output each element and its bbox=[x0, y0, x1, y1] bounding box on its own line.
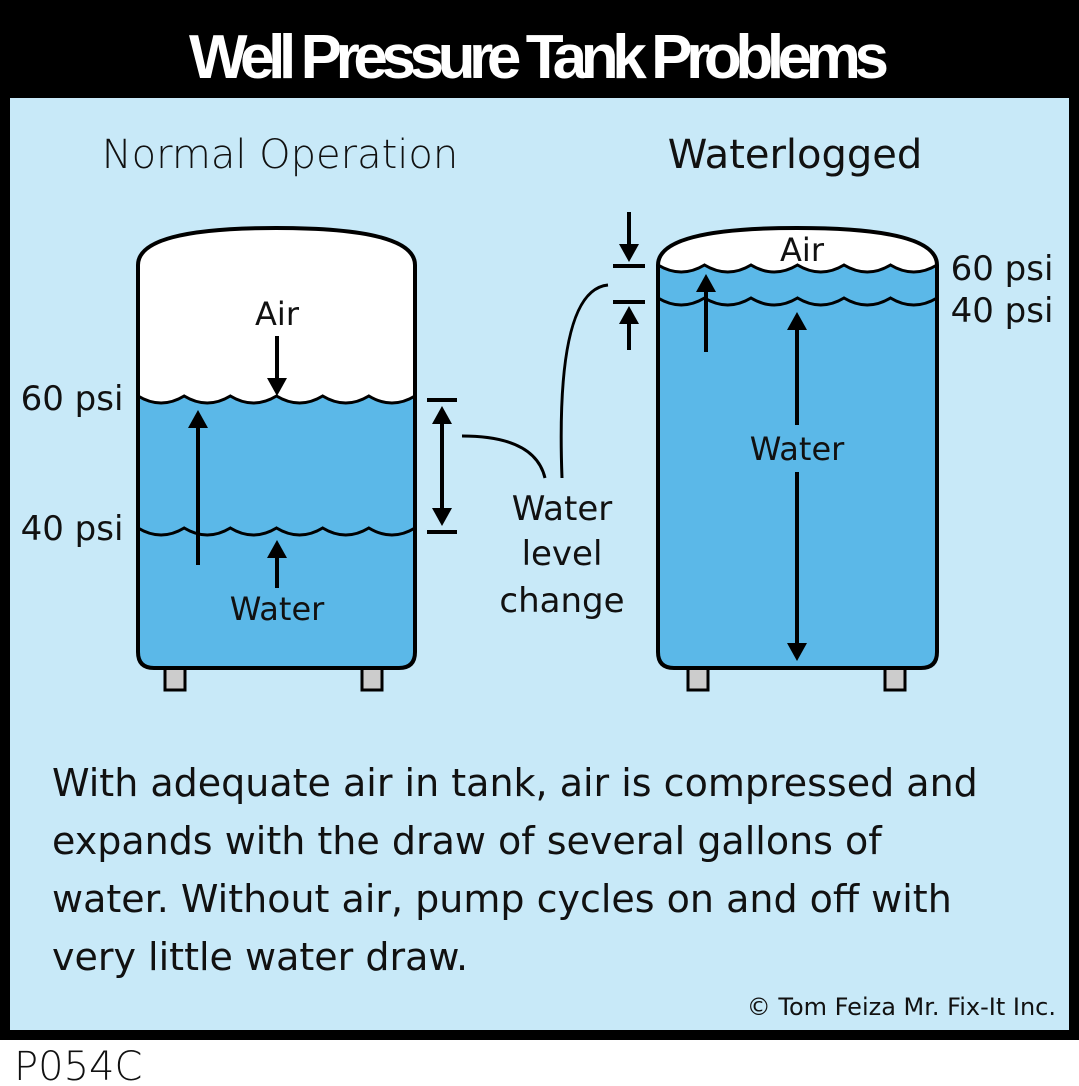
arrow-down-icon bbox=[267, 378, 287, 396]
water-level-high bbox=[137, 394, 416, 405]
tank-outline bbox=[136, 225, 417, 670]
title: Well Pressure Tank Problems bbox=[189, 23, 889, 92]
waterlogged-water-label: Water bbox=[750, 430, 845, 468]
caption-line: very little water draw. bbox=[52, 935, 468, 979]
water-level-high bbox=[657, 263, 938, 274]
arrow-up-icon bbox=[267, 540, 287, 558]
waterlogged-60psi: 60 psi bbox=[951, 249, 1054, 289]
arrow-up-icon bbox=[432, 406, 452, 424]
code-label: P054C bbox=[14, 1044, 142, 1086]
arrow-down-icon bbox=[787, 643, 807, 661]
waterlogged-heading: Waterlogged bbox=[668, 132, 923, 178]
caption-line: With adequate air in tank, air is compre… bbox=[52, 761, 978, 805]
water-level-low bbox=[137, 526, 416, 537]
normal-water-label: Water bbox=[230, 590, 325, 628]
waterlogged-air-label: Air bbox=[780, 231, 825, 269]
callout-line2: level bbox=[522, 534, 603, 574]
arrow-up-icon bbox=[619, 306, 639, 324]
leader-line bbox=[461, 434, 547, 479]
normal-60psi: 60 psi bbox=[21, 379, 124, 419]
waterlogged-40psi: 40 psi bbox=[951, 291, 1054, 331]
water-fill bbox=[138, 396, 415, 668]
arrow-down-icon bbox=[432, 508, 452, 526]
normal-40psi: 40 psi bbox=[21, 509, 124, 549]
caption-line: water. Without air, pump cycles on and o… bbox=[52, 877, 952, 921]
arrow-down-icon bbox=[619, 244, 639, 262]
copyright: © Tom Feiza Mr. Fix-It Inc. bbox=[747, 993, 1056, 1021]
water-fill bbox=[658, 265, 937, 668]
tank-outline bbox=[656, 225, 939, 670]
arrow-up-icon bbox=[787, 312, 807, 330]
leader-line bbox=[559, 283, 609, 479]
callout-line1: Water bbox=[512, 489, 613, 529]
arrow-up-icon bbox=[188, 410, 208, 428]
callout-line3: change bbox=[499, 581, 624, 621]
arrow-up-icon bbox=[696, 274, 716, 292]
waterlogged-tank bbox=[656, 225, 939, 692]
normal-heading: Normal Operation bbox=[102, 132, 459, 178]
normal-air-label: Air bbox=[255, 295, 300, 333]
normal-tank bbox=[136, 225, 417, 692]
caption-line: expands with the draw of several gallons… bbox=[52, 819, 883, 863]
